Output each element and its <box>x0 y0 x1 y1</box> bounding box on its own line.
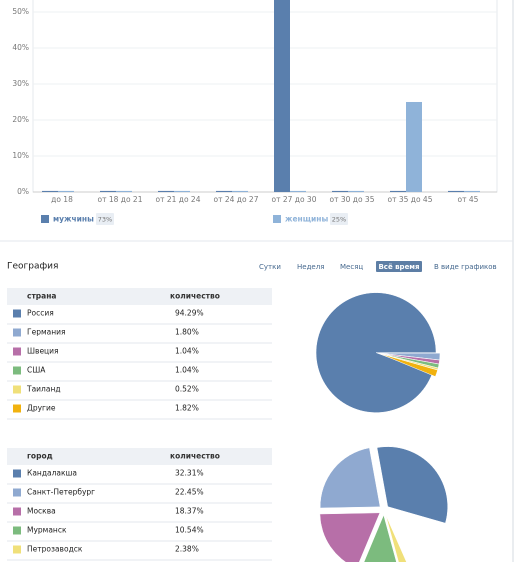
legend-swatch <box>13 545 21 554</box>
legend-badge <box>96 213 114 225</box>
legend-swatch <box>13 404 21 413</box>
tab[interactable]: Неделя <box>297 263 324 271</box>
bar <box>332 190 348 192</box>
tab[interactable]: Сутки <box>259 263 281 271</box>
pie-slice <box>376 446 448 524</box>
row-label: Санкт-Петербург <box>27 488 95 497</box>
x-tick-label: от 45 <box>458 195 479 204</box>
row-value: 10.54% <box>175 526 204 535</box>
bar <box>348 190 364 192</box>
legend-share: 73% <box>98 216 112 224</box>
x-tick-label: от 24 до 27 <box>214 195 259 204</box>
row-value: 1.04% <box>175 366 199 375</box>
row-label: Кандалакша <box>27 469 77 478</box>
legend-swatch <box>273 215 281 223</box>
pie-slice <box>315 292 437 413</box>
y-tick-label: 20% <box>12 115 29 124</box>
legend-badge <box>330 213 348 225</box>
row-label: Швеция <box>27 347 59 356</box>
row-label: Германия <box>27 328 66 337</box>
row-label: Мурманск <box>27 526 67 535</box>
legend-swatch <box>13 347 21 356</box>
y-tick-label: 0% <box>17 187 29 196</box>
bar <box>116 190 132 192</box>
legend-swatch <box>13 469 21 478</box>
legend-share: 25% <box>332 216 346 224</box>
pie-slice <box>319 512 381 562</box>
bar <box>216 190 232 192</box>
bar <box>42 190 58 192</box>
pie-slice <box>319 447 381 509</box>
row-value: 2.38% <box>175 545 199 554</box>
tab-active-bg <box>376 261 422 272</box>
x-tick-label: от 27 до 30 <box>272 195 317 204</box>
x-tick-label: от 18 до 21 <box>98 195 143 204</box>
row-label: Россия <box>27 309 54 318</box>
tab[interactable]: Всё время <box>378 263 419 271</box>
bar <box>406 101 422 192</box>
bar <box>58 190 74 192</box>
bar <box>274 0 290 193</box>
pie-slice <box>363 514 397 562</box>
column-header: количество <box>170 452 220 461</box>
legend-swatch <box>13 309 21 318</box>
plot-frame <box>32 0 498 193</box>
x-tick-label: от 21 до 24 <box>156 195 201 204</box>
row-value: 22.45% <box>175 488 204 497</box>
legend-label: женщины <box>285 215 328 224</box>
row-value: 1.82% <box>175 404 199 413</box>
bar <box>390 190 406 192</box>
row-label: США <box>27 366 46 375</box>
y-tick-label: 10% <box>12 151 29 160</box>
row-value: 0.52% <box>175 385 199 394</box>
row-label: Петрозаводск <box>27 545 83 554</box>
y-tick-label: 40% <box>12 43 29 52</box>
row-value: 1.80% <box>175 328 199 337</box>
column-header: количество <box>170 292 220 301</box>
row-value: 32.31% <box>175 469 204 478</box>
legend-swatch <box>13 526 21 535</box>
row-value: 1.04% <box>175 347 199 356</box>
tab[interactable]: В виде графиков <box>434 263 497 271</box>
section-title: География <box>7 262 58 272</box>
column-header: город <box>27 452 53 461</box>
table-header <box>7 448 272 465</box>
row-value: 18.37% <box>175 507 204 516</box>
table-header <box>7 288 272 305</box>
legend-swatch <box>13 328 21 337</box>
legend-swatch <box>13 366 21 375</box>
x-tick-label: от 35 до 45 <box>388 195 433 204</box>
legend-swatch <box>13 385 21 394</box>
y-tick-label: 50% <box>12 7 29 16</box>
bar <box>158 190 174 192</box>
legend-swatch <box>41 215 49 223</box>
row-label: Таиланд <box>26 385 61 394</box>
bar <box>448 190 464 192</box>
row-label: Москва <box>27 507 56 516</box>
bar <box>174 190 190 192</box>
pie-slice <box>385 514 407 562</box>
pie-slice <box>379 353 438 377</box>
column-header: страна <box>27 292 56 301</box>
row-value: 94.29% <box>175 309 204 318</box>
x-tick-label: от 30 до 35 <box>330 195 375 204</box>
bar <box>290 190 306 192</box>
legend-swatch <box>13 488 21 497</box>
legend-label: мужчины <box>53 215 94 224</box>
x-tick-label: до 18 <box>51 195 73 204</box>
tab[interactable]: Месяц <box>340 263 363 271</box>
legend-swatch <box>13 507 21 516</box>
bar <box>100 190 116 192</box>
bar <box>232 190 248 192</box>
row-label: Другие <box>27 404 56 413</box>
bar <box>464 190 480 192</box>
y-tick-label: 30% <box>12 79 29 88</box>
